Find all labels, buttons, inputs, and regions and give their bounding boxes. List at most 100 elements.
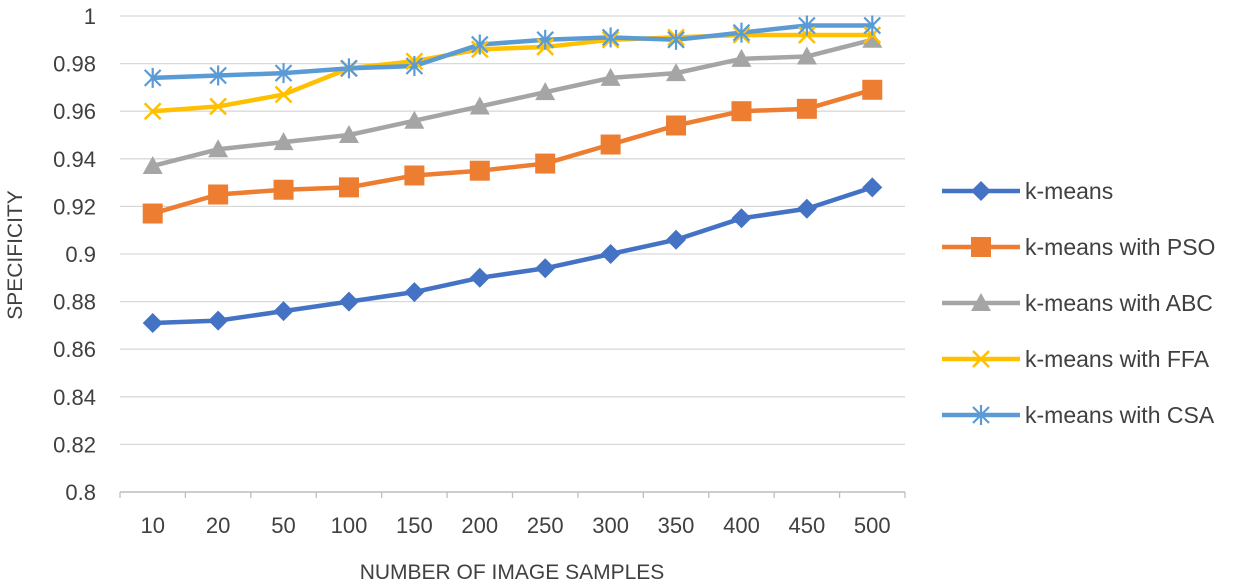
data-point <box>796 98 817 119</box>
y-tick-label: 0.96 <box>53 99 96 124</box>
y-tick-label: 0.84 <box>53 385 96 410</box>
marker-stroke <box>143 102 162 121</box>
x-tick-label: 450 <box>789 513 826 538</box>
legend-item: k-means with FFA <box>942 346 1210 372</box>
legend-item: k-means with ABC <box>942 290 1213 316</box>
data-point <box>340 58 358 79</box>
data-point <box>731 101 752 122</box>
x-tick-label: 250 <box>527 513 564 538</box>
data-point <box>404 110 425 129</box>
legend-item: k-means with PSO <box>942 234 1215 260</box>
data-point <box>666 229 687 250</box>
data-point <box>535 258 556 279</box>
x-tick-label: 500 <box>854 513 891 538</box>
x-tick-label: 150 <box>396 513 433 538</box>
legend-marker <box>971 181 991 201</box>
y-tick-label: 1 <box>84 4 96 29</box>
data-point <box>863 15 882 36</box>
series-lines <box>150 23 875 326</box>
legend-marker <box>972 405 990 425</box>
y-tick-label: 0.92 <box>53 194 96 219</box>
data-point <box>469 96 490 115</box>
x-tick-label: 400 <box>723 513 760 538</box>
x-tick-label: 300 <box>592 513 629 538</box>
legend-label: k-means with PSO <box>1025 234 1215 260</box>
gridlines <box>120 15 905 493</box>
data-point <box>862 29 883 48</box>
data-point <box>731 48 752 67</box>
data-point <box>273 132 294 151</box>
data-point <box>209 65 227 86</box>
data-point <box>405 55 424 76</box>
x-tick-label: 200 <box>461 513 498 538</box>
data-point <box>208 139 229 158</box>
data-point <box>601 27 620 48</box>
y-tick-label: 0.8 <box>65 480 96 505</box>
data-point <box>273 301 294 322</box>
marker-stroke <box>209 97 228 116</box>
data-point <box>536 29 554 50</box>
data-point <box>209 97 228 116</box>
legend-marker <box>971 293 991 311</box>
data-point <box>731 208 752 229</box>
data-point <box>273 179 294 200</box>
data-point <box>796 198 817 219</box>
legend-label: k-means <box>1025 178 1113 204</box>
series-line-0 <box>150 185 875 326</box>
data-point <box>666 115 687 136</box>
data-point <box>600 244 621 264</box>
legend-label: k-means with FFA <box>1025 346 1210 372</box>
legend: k-means k-means with PSO k-means with ABC k… <box>942 178 1215 428</box>
y-tick-label: 0.98 <box>53 52 96 77</box>
data-point <box>469 267 490 288</box>
legend-label: k-means with ABC <box>1025 290 1213 316</box>
legend-item: k-means with CSA <box>942 402 1215 428</box>
y-tick-label: 0.94 <box>53 147 96 172</box>
y-axis-title: SPECIFICITY <box>4 190 27 320</box>
data-point <box>142 155 163 174</box>
y-tick-label: 0.82 <box>53 432 96 457</box>
data-point <box>535 82 556 101</box>
legend-marker <box>971 237 991 257</box>
data-point <box>666 63 687 82</box>
series-line-1 <box>150 87 875 216</box>
data-point <box>142 203 163 224</box>
data-point <box>404 282 425 303</box>
data-point <box>143 102 162 121</box>
data-point <box>143 67 162 88</box>
y-tick-label: 0.86 <box>53 337 96 362</box>
data-point <box>862 79 883 100</box>
data-point <box>798 15 816 36</box>
x-axis-title: NUMBER OF IMAGE SAMPLES <box>360 561 665 584</box>
marker-stroke <box>274 85 293 104</box>
y-tick-label: 0.9 <box>65 242 96 267</box>
data-point <box>862 177 883 198</box>
x-tick-label: 350 <box>658 513 695 538</box>
data-point <box>600 67 621 86</box>
data-point <box>142 313 163 334</box>
data-point <box>732 22 751 43</box>
data-point <box>471 34 489 55</box>
data-point <box>338 291 359 312</box>
y-tick-label: 0.88 <box>53 290 96 315</box>
data-point <box>667 29 685 50</box>
x-tick-label: 10 <box>140 513 164 538</box>
axes: 0.8 0.82 0.84 0.86 0.88 0.9 0.92 0.94 0.96 0.98 1 1… <box>53 4 906 538</box>
data-point <box>600 134 621 155</box>
data-point <box>796 46 817 65</box>
legend-marker <box>972 350 990 368</box>
series-markers <box>142 15 883 334</box>
data-point <box>274 63 293 84</box>
series-line-3 <box>150 32 875 114</box>
data-point <box>208 184 229 205</box>
series-line-2 <box>150 37 875 169</box>
data-point <box>469 160 490 181</box>
data-point <box>338 177 359 198</box>
data-point <box>274 85 293 104</box>
legend-item: k-means <box>942 178 1113 204</box>
marker-stroke <box>972 350 990 368</box>
legend-label: k-means with CSA <box>1025 402 1215 428</box>
series-line-4 <box>150 23 875 81</box>
